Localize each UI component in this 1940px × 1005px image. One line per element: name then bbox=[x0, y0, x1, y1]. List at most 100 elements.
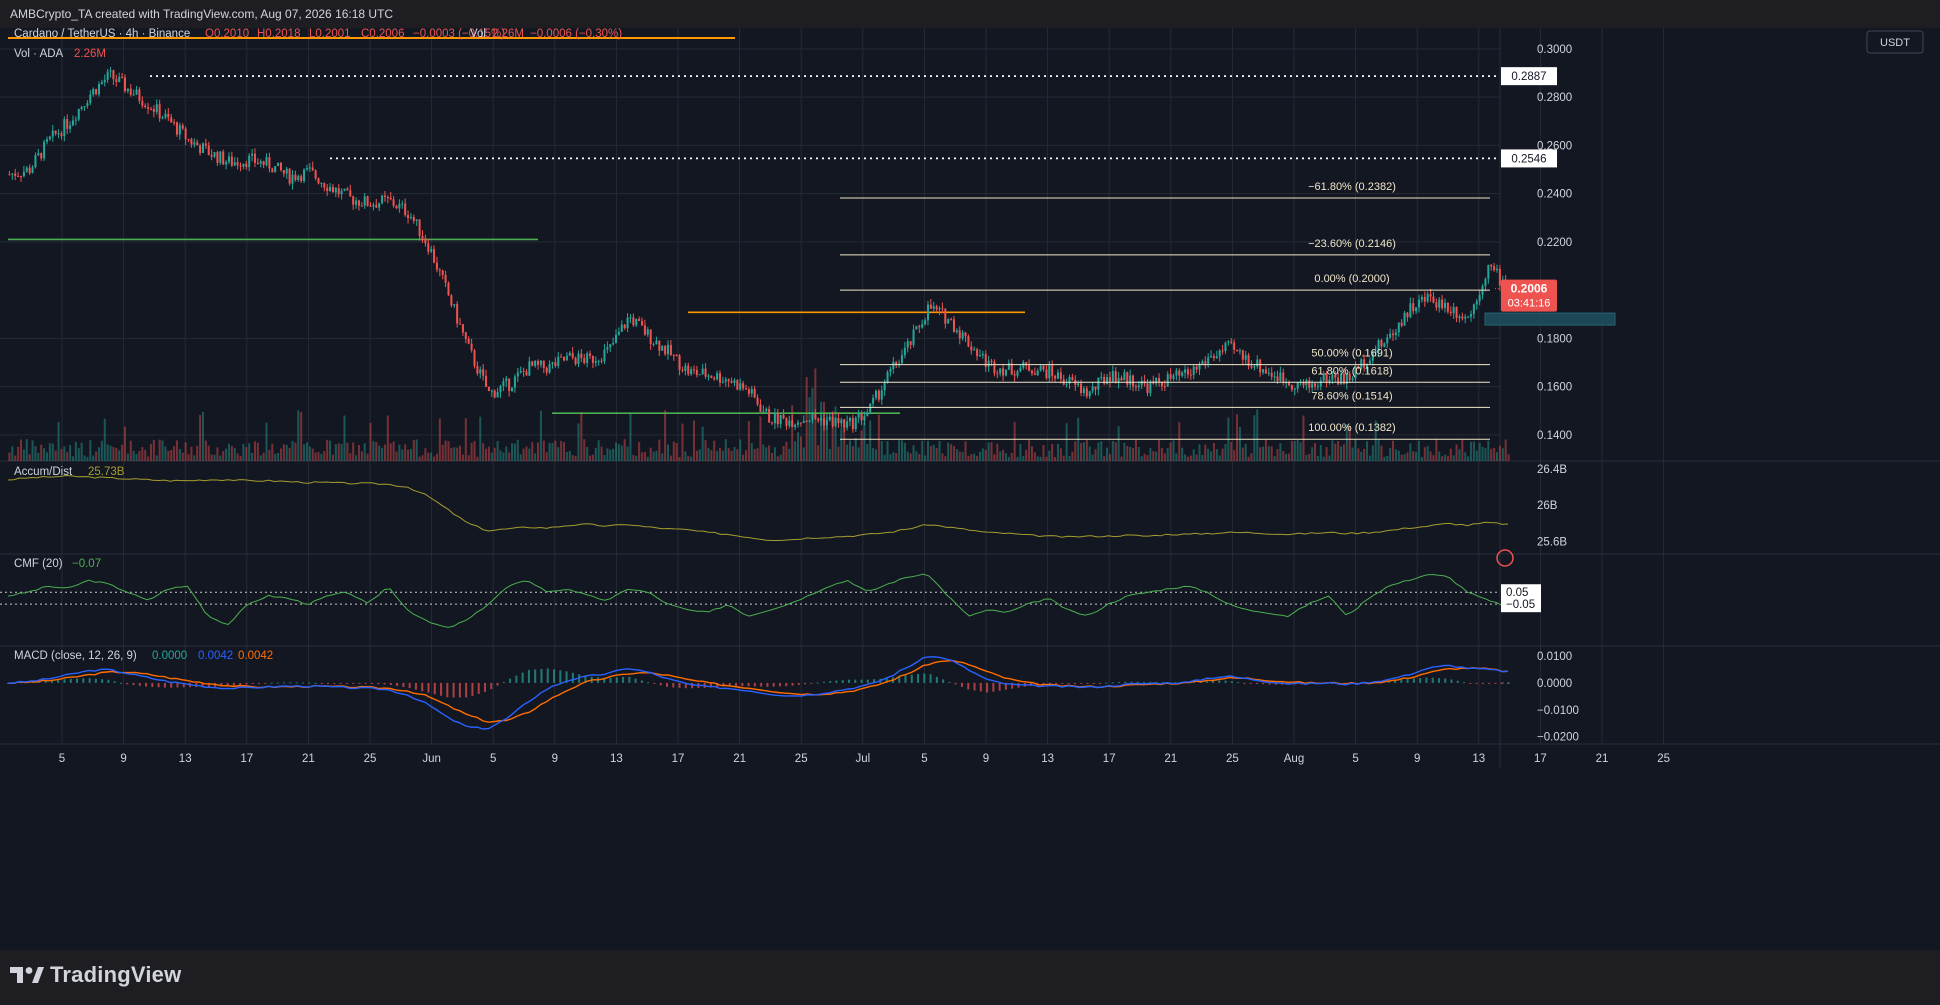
candle-body[interactable] bbox=[196, 142, 199, 146]
candle-body[interactable] bbox=[1423, 296, 1426, 302]
candle-body[interactable] bbox=[866, 412, 869, 417]
candle-body[interactable] bbox=[1406, 312, 1409, 318]
candle-body[interactable] bbox=[1082, 388, 1085, 394]
chart-area[interactable]: −61.80% (0.2382) −23.60% (0.2146) 0.00% (0… bbox=[0, 28, 1940, 950]
candle-body[interactable] bbox=[45, 139, 49, 142]
candle-body[interactable] bbox=[617, 331, 620, 335]
candle-body[interactable] bbox=[242, 163, 245, 167]
candle-body[interactable] bbox=[522, 370, 525, 372]
candle-body[interactable] bbox=[1129, 375, 1132, 385]
candle-body[interactable] bbox=[1374, 351, 1377, 353]
candle-body[interactable] bbox=[193, 142, 196, 145]
candle-body[interactable] bbox=[1221, 350, 1224, 352]
candle-body[interactable] bbox=[542, 360, 545, 368]
macd-pane[interactable] bbox=[7, 656, 1510, 730]
candle-body[interactable] bbox=[684, 365, 687, 371]
candle-body[interactable] bbox=[317, 178, 320, 184]
candle-body[interactable] bbox=[1085, 388, 1088, 397]
accum-dist-pane[interactable] bbox=[7, 474, 1509, 541]
candle-body[interactable] bbox=[1201, 361, 1204, 365]
candle-body[interactable] bbox=[1233, 342, 1236, 350]
candle-body[interactable] bbox=[912, 329, 915, 345]
candle-body[interactable] bbox=[805, 420, 808, 422]
candle-body[interactable] bbox=[583, 357, 586, 364]
candle-body[interactable] bbox=[768, 408, 771, 423]
candle-body[interactable] bbox=[227, 156, 230, 162]
candle-body[interactable] bbox=[1117, 377, 1120, 383]
candle-body[interactable] bbox=[799, 422, 802, 424]
candle-body[interactable] bbox=[60, 133, 63, 137]
candle-body[interactable] bbox=[138, 89, 141, 101]
candle-body[interactable] bbox=[929, 304, 932, 309]
candle-body[interactable] bbox=[1345, 373, 1348, 384]
candle-body[interactable] bbox=[89, 94, 92, 103]
candle-body[interactable] bbox=[1435, 302, 1438, 308]
candle-body[interactable] bbox=[632, 317, 635, 326]
candle-body[interactable] bbox=[1426, 294, 1429, 302]
candle-body[interactable] bbox=[565, 355, 568, 361]
candle-body[interactable] bbox=[609, 344, 612, 348]
candle-body[interactable] bbox=[759, 404, 762, 412]
candle-body[interactable] bbox=[932, 306, 935, 309]
candle-body[interactable] bbox=[1192, 366, 1195, 375]
candle-body[interactable] bbox=[788, 420, 791, 426]
candle-body[interactable] bbox=[924, 320, 927, 325]
candle-body[interactable] bbox=[970, 346, 973, 351]
candle-body[interactable] bbox=[303, 169, 306, 182]
candle-body[interactable] bbox=[1010, 363, 1013, 375]
candle-body[interactable] bbox=[1371, 351, 1374, 361]
candle-body[interactable] bbox=[184, 128, 187, 140]
candle-body[interactable] bbox=[112, 70, 115, 80]
candle-body[interactable] bbox=[106, 71, 109, 80]
candle-body[interactable] bbox=[1472, 304, 1475, 315]
candle-body[interactable] bbox=[438, 269, 441, 271]
candle-body[interactable] bbox=[450, 295, 453, 306]
candle-body[interactable] bbox=[230, 156, 233, 166]
candle-body[interactable] bbox=[25, 167, 28, 172]
candle-body[interactable] bbox=[1059, 372, 1062, 380]
candle-body[interactable] bbox=[1449, 311, 1452, 314]
candle-body[interactable] bbox=[430, 249, 433, 252]
candle-body[interactable] bbox=[1273, 376, 1276, 378]
candle-body[interactable] bbox=[366, 196, 369, 206]
candle-body[interactable] bbox=[297, 176, 300, 180]
candle-body[interactable] bbox=[1106, 377, 1109, 384]
candle-body[interactable] bbox=[118, 77, 121, 83]
candle-body[interactable] bbox=[1276, 376, 1279, 381]
candle-body[interactable] bbox=[1198, 364, 1201, 370]
candle-body[interactable] bbox=[701, 368, 704, 375]
candle-body[interactable] bbox=[539, 360, 542, 365]
candle-body[interactable] bbox=[1158, 378, 1161, 383]
candle-body[interactable] bbox=[381, 195, 384, 204]
candle-body[interactable] bbox=[1412, 303, 1415, 312]
candle-body[interactable] bbox=[1207, 357, 1210, 364]
candle-body[interactable] bbox=[950, 319, 953, 321]
candle-body[interactable] bbox=[77, 108, 80, 120]
candle-body[interactable] bbox=[692, 369, 696, 371]
accum-dist-line[interactable] bbox=[7, 474, 1509, 541]
candle-body[interactable] bbox=[814, 414, 817, 419]
candle-body[interactable] bbox=[1184, 369, 1187, 373]
candle-body[interactable] bbox=[1394, 332, 1397, 336]
candle-body[interactable] bbox=[802, 420, 805, 423]
candle-body[interactable] bbox=[828, 416, 831, 420]
candle-body[interactable] bbox=[288, 168, 291, 184]
candle-body[interactable] bbox=[132, 94, 135, 96]
candle-body[interactable] bbox=[643, 325, 646, 335]
candle-body[interactable] bbox=[557, 356, 560, 367]
candle-body[interactable] bbox=[886, 371, 889, 383]
candle-body[interactable] bbox=[1455, 307, 1458, 318]
candle-body[interactable] bbox=[612, 342, 615, 345]
candle-body[interactable] bbox=[551, 362, 554, 365]
candle-body[interactable] bbox=[978, 355, 981, 357]
candle-body[interactable] bbox=[1103, 376, 1106, 384]
candle-body[interactable] bbox=[181, 125, 184, 129]
candle-body[interactable] bbox=[655, 340, 658, 344]
candle-body[interactable] bbox=[248, 155, 251, 168]
candle-body[interactable] bbox=[1279, 372, 1282, 381]
candle-body[interactable] bbox=[1120, 377, 1123, 381]
candle-body[interactable] bbox=[791, 420, 794, 427]
candle-body[interactable] bbox=[300, 176, 303, 182]
candle-body[interactable] bbox=[320, 183, 323, 185]
candle-body[interactable] bbox=[615, 334, 618, 343]
